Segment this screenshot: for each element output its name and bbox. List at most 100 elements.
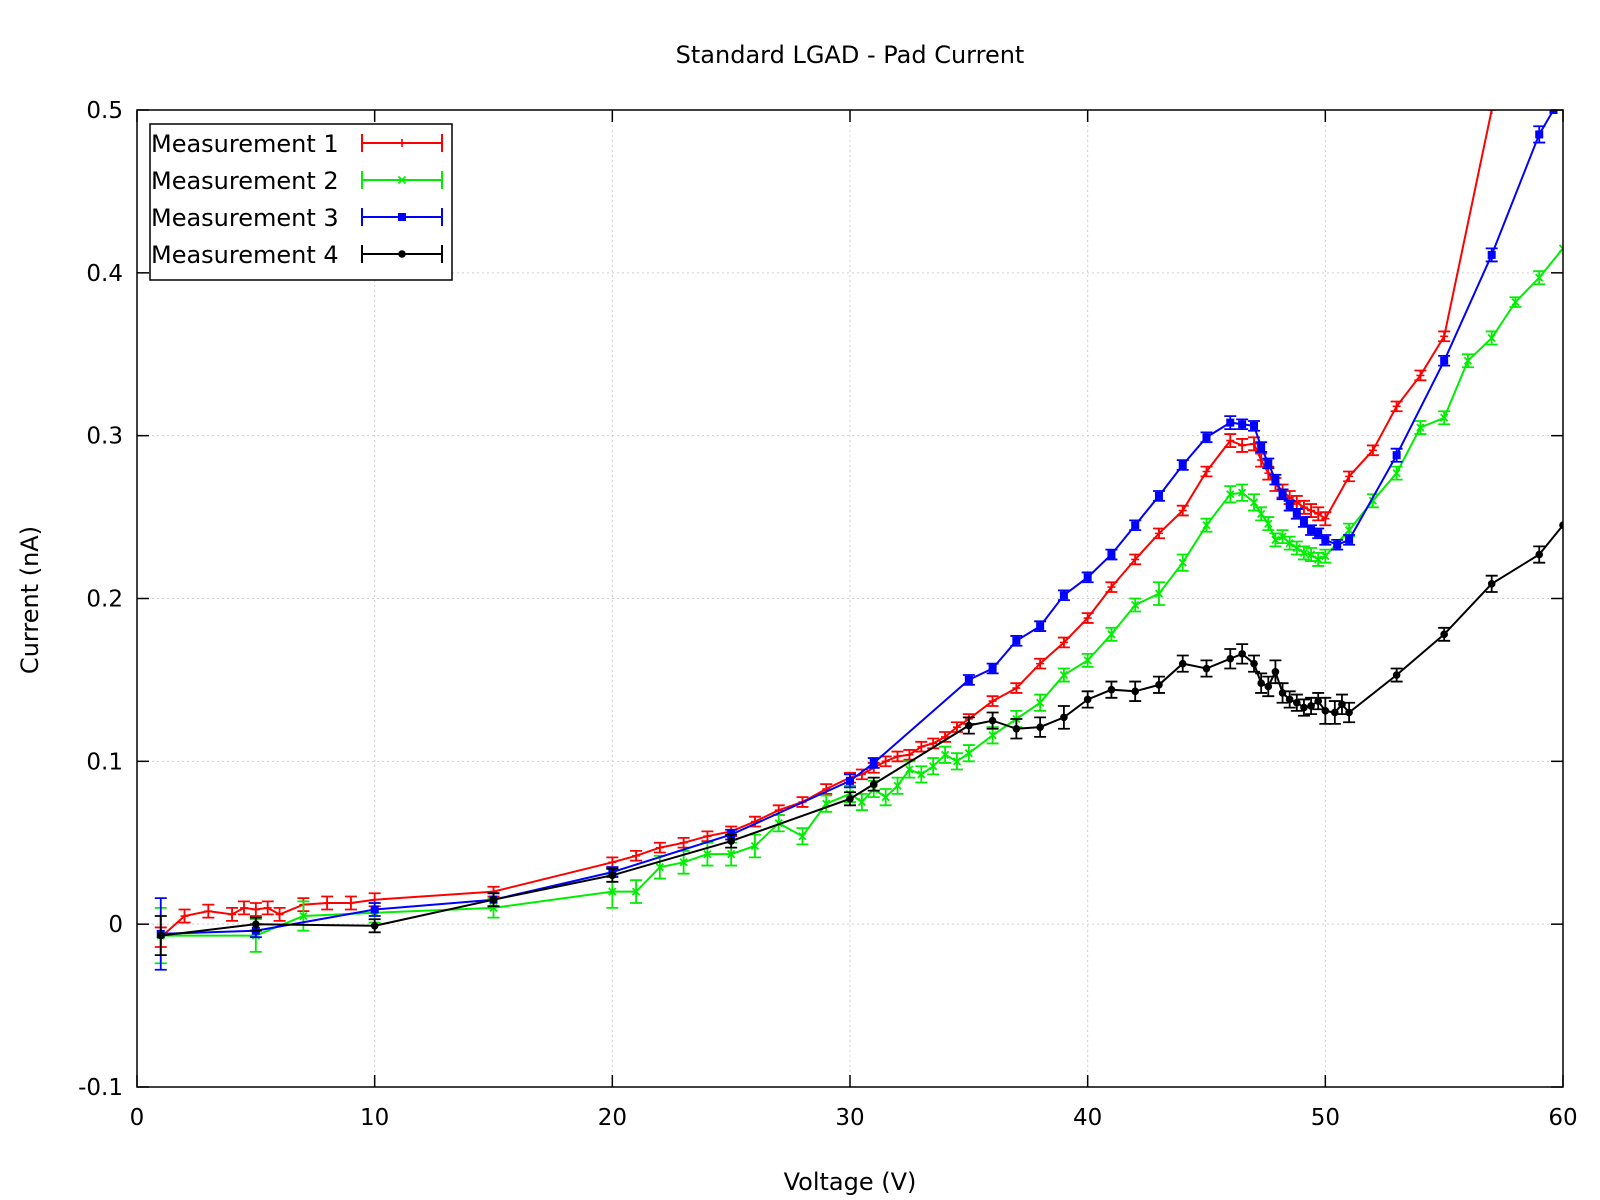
legend-marker (398, 213, 406, 221)
data-point (869, 758, 878, 767)
data-point (964, 675, 973, 684)
data-point (1345, 535, 1354, 544)
data-point (1271, 667, 1280, 676)
data-point (1238, 650, 1246, 658)
data-point (988, 731, 997, 740)
data-point (988, 697, 997, 706)
data-point (655, 843, 664, 852)
data-point (1487, 580, 1496, 588)
x-tick-label: 10 (360, 1105, 389, 1131)
data-point (1392, 402, 1401, 411)
y-tick-label: 0.4 (86, 261, 123, 287)
data-point (703, 850, 712, 859)
legend: Measurement 1 Measurement 2 Measurement 3 M… (149, 123, 453, 281)
data-point (1036, 622, 1045, 631)
data-point (1257, 679, 1265, 687)
data-point (679, 858, 688, 867)
data-point (917, 770, 926, 779)
data-point (1292, 498, 1301, 507)
data-point (893, 752, 902, 761)
data-point (1059, 591, 1068, 600)
data-point (1487, 333, 1496, 343)
plot-area (154, 110, 1563, 971)
x-tick-label: 0 (130, 1105, 145, 1131)
data-point (917, 742, 926, 751)
data-point (1264, 519, 1273, 528)
data-point (1321, 514, 1330, 523)
data-point (1299, 503, 1308, 512)
y-tick-label: -0.1 (78, 1075, 123, 1101)
data-point (1535, 273, 1544, 282)
data-point (1107, 685, 1116, 694)
data-point (964, 749, 973, 758)
y-axis-title: Current (nA) (16, 526, 44, 674)
data-point (1226, 436, 1235, 445)
data-point (857, 797, 867, 807)
data-point (1271, 475, 1280, 484)
data-point (1321, 552, 1330, 561)
data-point (1368, 446, 1377, 455)
axis-ticks: 0 10 20 30 40 50 60 -0.1 0 0.1 0.2 0.3 0.4 0.5 (78, 98, 1578, 1131)
data-point (299, 911, 308, 921)
data-point (1155, 681, 1163, 689)
data-point (1264, 682, 1273, 691)
data-point (1264, 459, 1273, 468)
data-point (1535, 550, 1544, 559)
series-4 (154, 521, 1563, 957)
data-point (1131, 555, 1140, 564)
data-point (1331, 708, 1339, 717)
legend-label: Measurement 1 (151, 130, 339, 158)
data-point (1036, 659, 1045, 668)
data-point (1036, 723, 1044, 731)
data-point (1392, 451, 1401, 460)
data-point (1257, 443, 1266, 452)
data-point (1440, 413, 1449, 422)
data-point (1154, 491, 1163, 500)
data-point (1559, 521, 1563, 530)
data-point (1238, 420, 1247, 429)
x-tick-label: 20 (598, 1105, 627, 1131)
data-point (905, 750, 914, 759)
data-point (798, 832, 807, 841)
data-point (655, 863, 665, 872)
data-point (1292, 509, 1301, 518)
data-point (1487, 110, 1496, 114)
data-point (1278, 532, 1287, 541)
x-tick-label: 60 (1548, 1105, 1577, 1131)
data-point (370, 905, 379, 914)
data-point (1300, 703, 1308, 712)
data-point (1549, 110, 1558, 114)
data-point (1250, 421, 1259, 430)
data-point (1278, 490, 1287, 499)
data-point (239, 903, 248, 912)
data-point (750, 841, 760, 851)
data-point (1107, 630, 1116, 639)
data-point (1012, 724, 1021, 733)
data-point (1345, 708, 1353, 717)
data-point (929, 739, 938, 748)
data-point (1440, 630, 1448, 639)
legend-marker (398, 139, 406, 147)
data-point (251, 905, 260, 914)
data-point (1250, 659, 1258, 668)
data-point (703, 832, 712, 841)
data-point (1344, 525, 1354, 535)
data-point (632, 851, 641, 860)
data-point (228, 910, 237, 919)
data-point (1271, 535, 1280, 545)
data-point (727, 850, 736, 859)
data-point (1012, 636, 1021, 645)
data-point (323, 898, 332, 907)
data-point (1154, 529, 1163, 538)
data-point (1278, 689, 1287, 697)
data-point (846, 776, 854, 785)
data-point (727, 837, 735, 845)
y-tick-label: 0.3 (86, 424, 123, 450)
data-point (1202, 521, 1211, 530)
legend-marker (398, 250, 406, 258)
data-point (156, 931, 165, 940)
data-point (1107, 583, 1116, 592)
data-point (1257, 456, 1266, 465)
legend-marker (397, 175, 407, 185)
